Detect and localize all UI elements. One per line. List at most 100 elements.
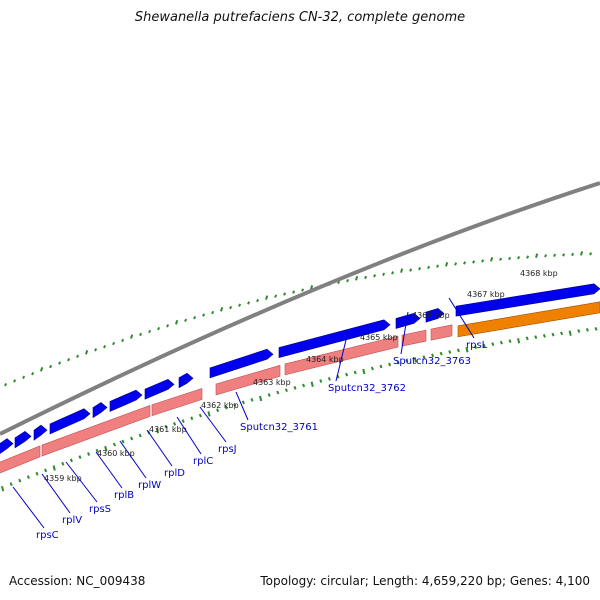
outer-tick [553, 253, 557, 258]
inner-tick [508, 339, 512, 344]
inner-tick [594, 326, 598, 331]
outer-tick [445, 262, 449, 267]
outer-tick [544, 254, 548, 258]
inner-tick [250, 398, 254, 402]
outer-tick [238, 303, 242, 307]
gene-leader-line [41, 473, 71, 514]
inner-tick [267, 393, 271, 397]
outer-tick [346, 279, 350, 283]
gene-leader-line [95, 451, 123, 489]
outer-tick [580, 251, 584, 256]
outer-tick [184, 318, 188, 323]
forward-gene-arrow [178, 372, 194, 389]
outer-tick [13, 379, 17, 383]
forward-gene-arrow [425, 308, 445, 323]
outer-tick [589, 252, 593, 256]
genome-backbone [0, 181, 600, 436]
inner-tick [551, 332, 555, 337]
inner-tick [138, 433, 142, 438]
outer-tick [427, 265, 431, 270]
inner-tick [216, 408, 220, 413]
inner-tick [259, 395, 263, 402]
kbp-label: 4368 kbp [520, 269, 558, 278]
kbp-label: 4363 kbp [253, 378, 291, 387]
outer-tick [499, 257, 503, 261]
inner-tick [207, 411, 211, 417]
inner-tick [87, 452, 91, 456]
outer-tick [454, 262, 458, 266]
inner-tick [439, 351, 443, 356]
inner-tick [362, 368, 366, 375]
inner-tick [534, 335, 538, 339]
kbp-label: 4360 kbp [97, 449, 135, 458]
inner-tick [456, 348, 460, 353]
inner-tick [130, 436, 134, 441]
inner-tick [173, 422, 177, 426]
forward-gene-arrow [109, 389, 143, 412]
outer-tick [193, 316, 197, 320]
inner-tick [95, 448, 99, 453]
gene-label: rpsS [89, 504, 111, 515]
outer-tick [310, 285, 314, 290]
reverse-gene-block [401, 329, 427, 347]
outer-tick [535, 253, 539, 258]
forward-gene-arrow [395, 313, 421, 329]
inner-tick [302, 383, 306, 388]
kbp-label: 4359 kbp [44, 474, 82, 483]
inner-tick [164, 424, 168, 429]
outer-tick [139, 332, 143, 337]
inner-tick [542, 333, 546, 338]
forward-gene-arrow [209, 348, 274, 379]
outer-tick [157, 326, 161, 331]
inner-tick [181, 419, 185, 423]
reverse-gene-block [41, 404, 151, 457]
forward-gene-arrow [0, 438, 14, 454]
forward-strand-genes [0, 283, 600, 454]
outer-tick [274, 294, 278, 298]
outer-tick [400, 268, 404, 273]
outer-tick [229, 305, 233, 310]
reverse-strand-genes [0, 301, 600, 474]
inner-tick [276, 390, 280, 395]
outer-tick [22, 375, 26, 379]
reverse-gene-block [430, 324, 453, 341]
reverse-gene-block [215, 364, 281, 396]
outer-tick [211, 310, 215, 315]
forward-gene-arrow [49, 408, 91, 435]
inner-tick [190, 416, 194, 421]
outer-tick [391, 271, 395, 275]
outer-tick [364, 275, 368, 280]
outer-tick [382, 272, 386, 276]
outer-tick [130, 334, 134, 339]
genome-summary: Topology: circular; Length: 4,659,220 bp… [260, 574, 590, 588]
gene-leader-line [199, 406, 227, 443]
forward-gene-arrow [92, 402, 108, 419]
gene-labels: rpsCrplVrpsSrplBrplWrplDrplCrpsJSputcn32… [12, 297, 488, 541]
kbp-labels: 4359 kbp 4360 kbp 4361 kbp 4362 kbp 4363 kbp… [44, 269, 558, 483]
inner-tick [78, 455, 82, 460]
reverse-gene-block [151, 387, 203, 417]
inner-tick [431, 353, 435, 358]
gene-leader-line [235, 391, 249, 421]
inner-tick [568, 330, 572, 336]
gene-leader-line [12, 486, 45, 529]
inner-tick [499, 340, 503, 345]
gene-leader-line [448, 297, 475, 339]
outer-tick [571, 252, 575, 257]
outer-tick [103, 344, 107, 349]
inner-tick [121, 439, 125, 444]
outer-tick [85, 350, 89, 355]
outer-tick [148, 329, 152, 334]
gene-label: rpsC [36, 530, 59, 541]
inner-tick [35, 471, 39, 476]
gene-label: rplW [138, 480, 161, 491]
forward-gene-arrow [455, 283, 600, 317]
outer-tick [265, 295, 269, 300]
outer-tick [481, 259, 485, 263]
inner-tick [44, 468, 48, 473]
inner-tick [525, 336, 529, 341]
inner-tick [491, 342, 495, 346]
outer-tick [409, 268, 413, 272]
inner-tick [585, 328, 589, 332]
